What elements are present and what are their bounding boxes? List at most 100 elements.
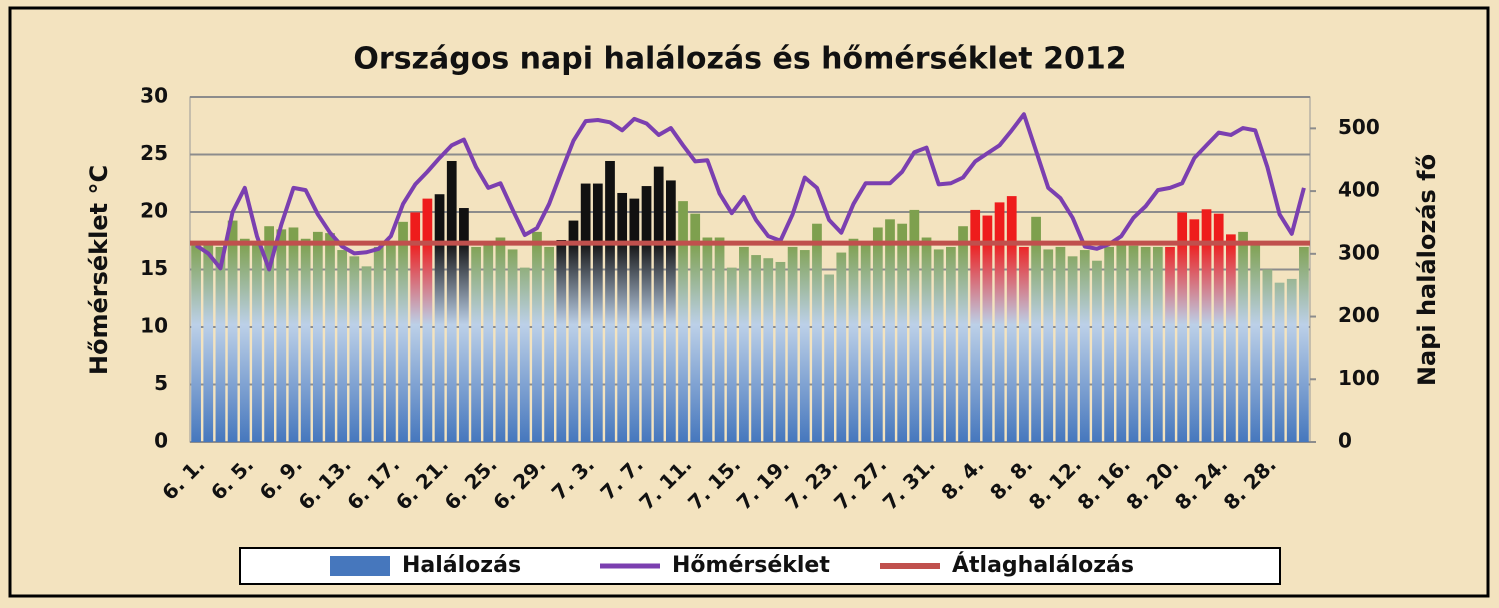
bar: [824, 274, 834, 442]
y-tick-label: 25: [140, 141, 168, 165]
bar: [726, 267, 737, 442]
bar: [1177, 212, 1188, 442]
bar: [203, 243, 214, 442]
y2-tick-label: 200: [1338, 303, 1380, 327]
bar: [1165, 246, 1175, 442]
bar: [422, 198, 433, 442]
x-tick-label: 6. 5.: [206, 452, 258, 504]
bar: [592, 183, 603, 442]
bar: [1116, 243, 1127, 442]
y-tick-label: 0: [154, 429, 168, 453]
bar: [933, 249, 944, 442]
bar: [1128, 245, 1139, 442]
x-tick-label: 7. 31.: [878, 452, 940, 514]
legend-label: Halálozás: [402, 553, 521, 578]
bar: [1238, 231, 1248, 442]
x-tick-label: 7. 3.: [547, 452, 599, 504]
x-tick-label: 6. 13.: [293, 452, 355, 514]
bar: [872, 227, 883, 442]
bar: [349, 256, 360, 442]
bar: [1055, 246, 1066, 442]
bar: [860, 241, 871, 442]
bar: [970, 209, 981, 442]
y-tick-label: 10: [140, 314, 168, 338]
bar: [921, 237, 932, 442]
x-tick-label: 8. 16.: [1073, 452, 1135, 514]
bar: [775, 261, 786, 442]
bar: [191, 241, 201, 442]
bar: [629, 198, 640, 442]
bar: [751, 255, 761, 442]
bar: [605, 160, 615, 442]
bar: [519, 267, 530, 442]
bar: [507, 249, 518, 442]
bar: [483, 243, 494, 442]
x-tick-label: 7. 27.: [829, 452, 891, 514]
x-tick-label: 7. 23.: [780, 452, 842, 514]
y2-tick-label: 300: [1338, 240, 1380, 264]
bar: [1104, 246, 1114, 442]
x-tick-label: 7. 11.: [634, 452, 696, 514]
bar: [1226, 234, 1236, 442]
bar: [1140, 246, 1151, 442]
x-tick-label: 6. 17.: [342, 452, 404, 514]
bar: [1262, 269, 1273, 442]
x-tick-label: 6. 29.: [488, 452, 550, 514]
x-tick-label: 6. 25.: [440, 452, 502, 514]
y-tick-label: 5: [154, 371, 168, 395]
bar: [958, 226, 968, 442]
bar: [1213, 213, 1224, 442]
bar: [897, 223, 908, 442]
y2-tick-label: 100: [1338, 366, 1380, 390]
bar: [812, 223, 822, 442]
bar: [434, 194, 445, 442]
bar: [446, 160, 457, 442]
bar: [763, 258, 774, 442]
chart-title: Országos napi halálozás és hőmérséklet 2…: [353, 42, 1126, 77]
y-tick-label: 30: [140, 84, 168, 108]
bar: [312, 231, 323, 442]
bar: [239, 238, 250, 442]
bar: [361, 266, 372, 442]
bar: [1079, 250, 1090, 442]
bar: [471, 246, 481, 442]
frame: [8, 6, 1490, 598]
bar: [1286, 278, 1297, 442]
bar: [653, 166, 664, 443]
x-tick-label: 8. 12.: [1024, 452, 1086, 514]
bar: [641, 186, 652, 442]
bar: [459, 208, 469, 442]
bar: [300, 238, 311, 442]
bar: [678, 201, 688, 442]
x-tick-label: 6. 21.: [391, 452, 453, 514]
bar: [215, 246, 226, 442]
bar: [568, 220, 579, 442]
bar: [909, 209, 920, 442]
y-axis-label: Hőmérséklet °C: [85, 165, 113, 375]
bar: [410, 212, 421, 442]
bar: [702, 237, 713, 442]
y-tick-label: 15: [140, 256, 168, 280]
bar: [885, 219, 895, 442]
bar: [617, 192, 628, 442]
bar: [994, 202, 1005, 442]
bar: [264, 226, 274, 442]
legend: [239, 547, 1281, 585]
bar: [1274, 282, 1285, 442]
bar: [1006, 196, 1017, 442]
bar: [787, 246, 798, 442]
y2-tick-label: 0: [1338, 429, 1352, 453]
x-tick-label: 8. 24.: [1170, 452, 1232, 514]
bar: [1031, 216, 1041, 442]
bar: [1299, 246, 1309, 442]
bar: [690, 213, 701, 442]
x-tick-label: 8. 4.: [936, 452, 988, 504]
legend-swatch: [330, 556, 390, 576]
bar: [739, 246, 749, 442]
bar: [1250, 242, 1261, 442]
y2-tick-label: 500: [1338, 115, 1380, 139]
x-tick-label: 8. 20.: [1121, 452, 1183, 514]
x-tick-label: 6. 1.: [157, 452, 209, 504]
bar: [276, 229, 287, 442]
